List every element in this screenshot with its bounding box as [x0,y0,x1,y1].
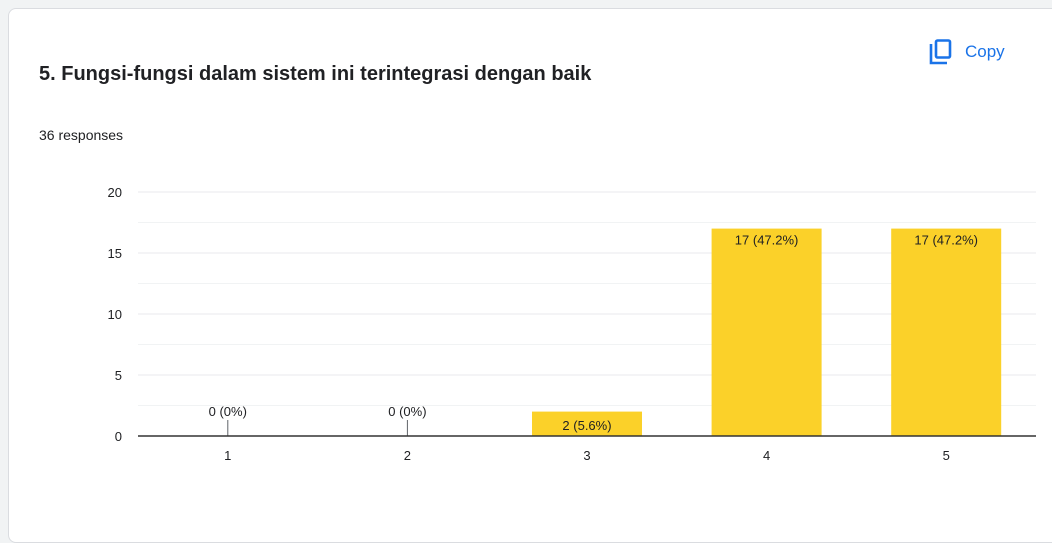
response-count: 36 responses [39,127,124,143]
question-title: 5. Fungsi-fungsi dalam sistem ini terint… [39,63,592,85]
x-tick-label: 4 [763,448,770,463]
question-card: 5. Fungsi-fungsi dalam sistem ini terint… [8,8,1052,543]
x-tick-label: 1 [224,448,231,463]
copy-label: Copy [965,42,1005,61]
data-label: 0 (0%) [209,404,247,419]
bar[interactable] [532,411,642,436]
bars [227,228,1002,436]
data-label: 17 (47.2%) [914,233,978,248]
bar[interactable] [891,228,1002,436]
x-axis-ticks: 1 2 3 4 5 [224,448,950,463]
y-tick-label: 0 [115,429,122,444]
x-tick-label: 3 [583,448,590,463]
grid-lines [138,191,1036,406]
copy-button[interactable]: Copy [921,35,1013,69]
data-label: 2 (5.6%) [562,418,611,433]
y-tick-label: 10 [108,307,122,322]
data-label: 17 (47.2%) [735,233,799,248]
x-tick-label: 2 [404,448,411,463]
bar[interactable] [711,228,822,436]
y-tick-label: 15 [108,246,122,261]
y-tick-label: 5 [115,368,122,383]
data-labels: 0 (0%) 0 (0%) 2 (5.6%) 17 (47.2%) 17 (47.2%) [209,233,978,433]
data-label: 0 (0%) [388,404,426,419]
y-tick-label: 20 [108,185,122,200]
y-axis-ticks: 0 5 10 15 20 [108,185,122,444]
x-tick-label: 5 [943,448,950,463]
copy-icon [929,39,953,65]
